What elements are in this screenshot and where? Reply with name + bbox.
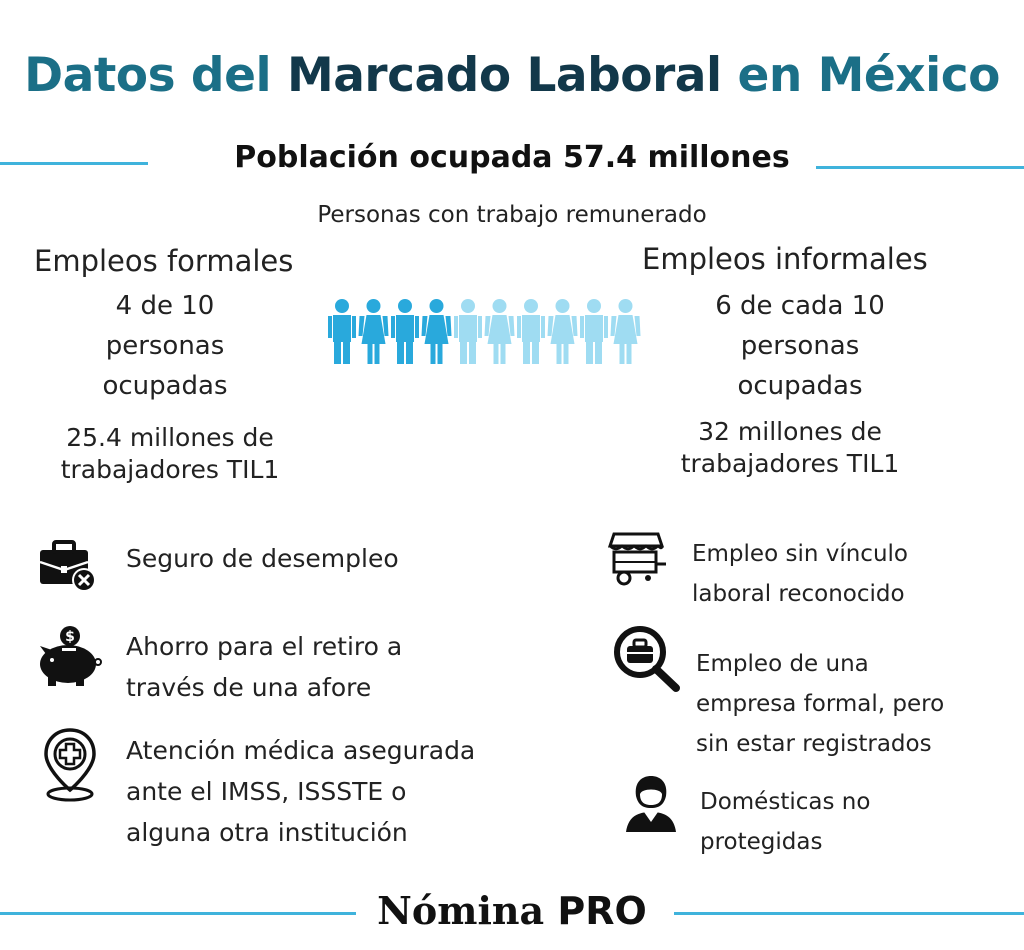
type-unprotected-domestic: Domésticas no protegidas	[700, 782, 870, 862]
informal-ratio-line: personas	[740, 331, 860, 361]
person-woman-icon	[484, 299, 515, 364]
benefit-line: Ahorro para el retiro a	[126, 632, 403, 661]
person-man-icon	[517, 299, 545, 364]
title-part-2: Marcado Laboral	[286, 48, 722, 103]
formal-count-line: 25.4 millones de	[66, 423, 274, 452]
search-briefcase-icon	[610, 622, 682, 692]
benefit-line: alguna otra institución	[126, 818, 408, 847]
subtitle: Población ocupada 57.4 millones	[234, 140, 790, 175]
divider-left	[0, 162, 148, 165]
informal-ratio-line: ocupadas	[737, 371, 863, 401]
type-no-labor-relation: Empleo sin vínculo laboral reconocido	[692, 534, 908, 614]
person-woman-icon	[358, 299, 389, 364]
brand-logo: Nómina PRO	[0, 888, 1024, 933]
person-man-icon	[328, 299, 356, 364]
informal-ratio-line: 6 de cada 10	[715, 291, 885, 321]
footer-divider-left	[0, 912, 356, 915]
type-line: sin estar registrados	[696, 731, 932, 757]
informal-count: 32 millones de trabajadores TIL1	[650, 416, 930, 480]
person-man-icon	[454, 299, 482, 364]
benefit-line: Atención médica asegurada	[126, 736, 476, 765]
informal-count-line: 32 millones de	[698, 417, 882, 446]
divider-right	[816, 166, 1024, 169]
formal-ratio-line: 4 de 10	[115, 291, 215, 321]
type-formal-company-unregistered: Empleo de una empresa formal, pero sin e…	[696, 644, 944, 764]
type-line: laboral reconocido	[692, 581, 905, 607]
type-line: Empleo de una	[696, 651, 869, 677]
formal-count: 25.4 millones de trabajadores TIL1	[30, 422, 310, 486]
brand-part-2: PRO	[544, 889, 647, 933]
people-pictogram	[328, 299, 641, 364]
person-woman-icon	[547, 299, 578, 364]
type-line: empresa formal, pero	[696, 691, 945, 717]
title-part-1: Datos del	[24, 48, 287, 103]
type-line: Empleo sin vínculo	[692, 541, 908, 567]
person-woman-icon	[421, 299, 452, 364]
formal-count-line: trabajadores TIL1	[60, 455, 280, 484]
benefit-line: través de una afore	[126, 673, 372, 702]
informal-count-line: trabajadores TIL1	[680, 449, 900, 478]
subtitle-secondary: Personas con trabajo remunerado	[317, 202, 707, 228]
title-part-3: en México	[721, 48, 1000, 103]
street-cart-icon	[606, 530, 670, 588]
informal-ratio: 6 de cada 10 personas ocupadas	[670, 286, 930, 406]
domestic-worker-icon	[622, 774, 680, 834]
benefit-unemployment-insurance: Seguro de desempleo	[126, 538, 399, 579]
informal-heading: Empleos informales	[642, 242, 928, 276]
benefit-line: ante el IMSS, ISSSTE o	[126, 777, 407, 806]
brand-part-1: Nómina	[377, 888, 545, 933]
page-title: Datos del Marcado Laboral en México	[0, 48, 1024, 103]
formal-ratio-line: personas	[105, 331, 225, 361]
person-man-icon	[391, 299, 419, 364]
person-woman-icon	[610, 299, 641, 364]
formal-ratio-line: ocupadas	[102, 371, 228, 401]
type-line: protegidas	[700, 829, 823, 855]
benefit-retirement-savings: Ahorro para el retiro a través de una af…	[126, 626, 402, 708]
formal-heading: Empleos formales	[34, 244, 294, 278]
footer-divider-right	[674, 912, 1024, 915]
person-man-icon	[580, 299, 608, 364]
formal-ratio: 4 de 10 personas ocupadas	[60, 286, 270, 406]
briefcase-x-icon	[36, 536, 100, 596]
benefit-medical-care: Atención médica asegurada ante el IMSS, …	[126, 730, 475, 853]
type-line: Domésticas no	[700, 789, 871, 815]
medical-location-icon	[40, 726, 100, 804]
svg-text:$: $	[65, 629, 75, 645]
piggy-bank-icon: $	[30, 624, 110, 690]
benefit-line: Seguro de desempleo	[126, 544, 399, 573]
